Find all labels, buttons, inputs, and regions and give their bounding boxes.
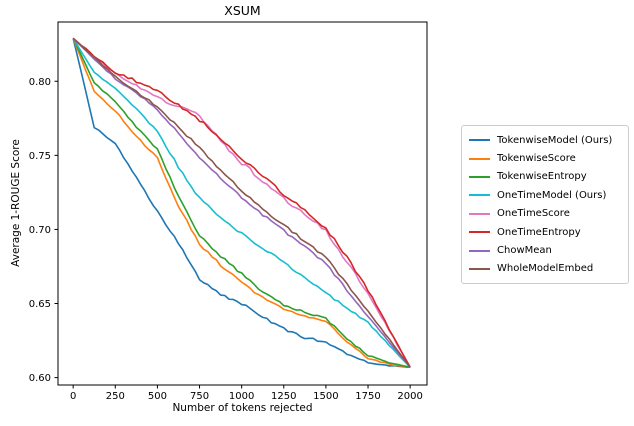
legend: TokenwiseModel (Ours) TokenwiseScore Token…	[461, 125, 629, 285]
y-tick-label: 0.80	[29, 77, 51, 88]
series-line-tokenwisemodel-ours	[72, 38, 411, 369]
legend-line-swatch	[469, 231, 490, 234]
x-tick-label: 1750	[355, 391, 380, 402]
series-line-tokenwiseentropy	[72, 37, 411, 368]
legend-line-swatch	[469, 157, 490, 160]
legend-item-onetimescore: OneTimeScore	[469, 205, 621, 223]
legend-line-swatch	[469, 194, 490, 197]
legend-label: OneTimeEntropy	[497, 226, 581, 238]
x-tick-label: 1500	[313, 391, 338, 402]
y-tick-label: 0.70	[29, 225, 51, 236]
x-tick-label: 500	[148, 391, 167, 402]
legend-item-wholemodelembed: WholeModelEmbed	[469, 260, 621, 278]
legend-line-swatch	[469, 175, 490, 178]
legend-item-chowmean: ChowMean	[469, 241, 621, 259]
legend-line-swatch	[469, 267, 490, 270]
legend-item-tokenwisescore: TokenwiseScore	[469, 149, 621, 167]
series-line-onetimescore	[72, 37, 411, 368]
y-tick-label: 0.60	[29, 373, 51, 384]
legend-line-swatch	[469, 249, 490, 252]
chart-title: XSUM	[224, 3, 261, 18]
legend-item-onetimemodel-ours: OneTimeModel (Ours)	[469, 186, 621, 204]
x-tick-label: 250	[106, 391, 125, 402]
x-tick-label: 0	[70, 391, 76, 402]
legend-item-tokenwiseentropy: TokenwiseEntropy	[469, 168, 621, 186]
x-tick-label: 750	[190, 391, 209, 402]
x-axis-label: Number of tokens rejected	[172, 402, 313, 414]
legend-label: OneTimeModel (Ours)	[497, 189, 607, 201]
y-tick-label: 0.75	[29, 151, 51, 162]
series-line-wholemodelembed	[72, 37, 411, 368]
series-line-onetimemodel-ours	[72, 37, 411, 368]
y-tick-label: 0.65	[29, 299, 51, 310]
legend-label: OneTimeScore	[497, 208, 570, 220]
series-line-tokenwisescore	[72, 38, 411, 369]
legend-label: TokenwiseModel (Ours)	[497, 134, 613, 146]
legend-item-onetimeentropy: OneTimeEntropy	[469, 223, 621, 241]
x-tick-label: 2000	[397, 391, 422, 402]
legend-item-tokenwisemodel-ours: TokenwiseModel (Ours)	[469, 131, 621, 149]
legend-label: ChowMean	[497, 245, 552, 257]
legend-label: WholeModelEmbed	[497, 263, 594, 275]
legend-label: TokenwiseScore	[497, 153, 576, 165]
x-tick-label: 1000	[229, 391, 254, 402]
series-line-onetimeentropy	[72, 37, 411, 368]
legend-label: TokenwiseEntropy	[497, 171, 587, 183]
legend-line-swatch	[469, 139, 490, 142]
x-tick-label: 1250	[271, 391, 296, 402]
legend-line-swatch	[469, 212, 490, 215]
axes-frame	[57, 21, 428, 386]
